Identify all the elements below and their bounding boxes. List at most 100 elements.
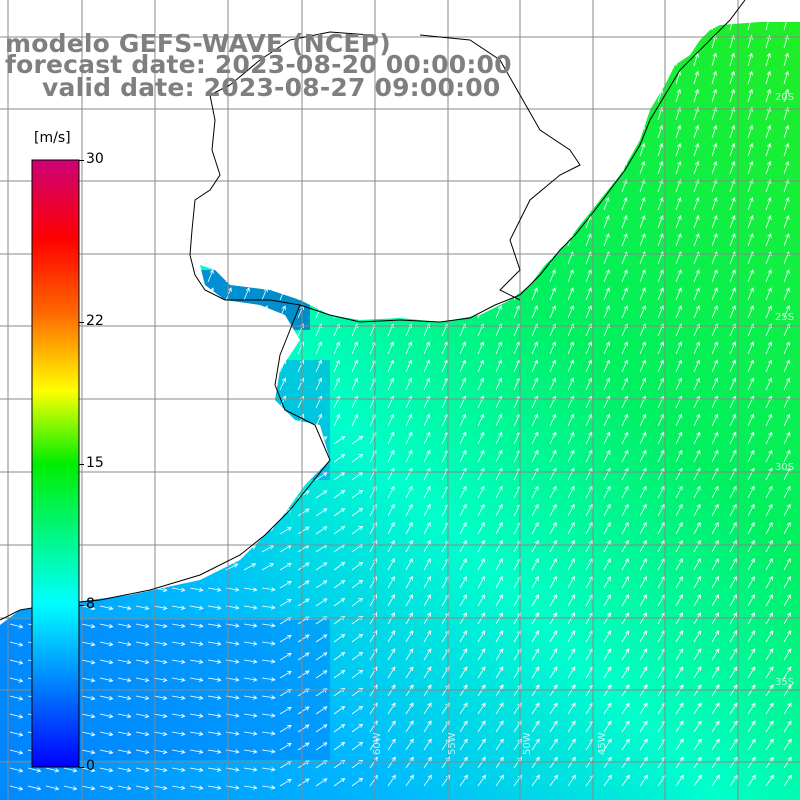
wind-arrow xyxy=(117,695,132,701)
wind-arrow xyxy=(333,526,346,535)
wind-arrow xyxy=(189,749,204,754)
wind-arrow xyxy=(765,52,771,67)
wind-arrow xyxy=(675,702,684,715)
wind-arrow xyxy=(243,587,258,592)
wind-arrow xyxy=(693,160,700,175)
wind-arrow xyxy=(279,706,292,715)
wind-arrow xyxy=(693,630,702,643)
wind-arrow xyxy=(477,702,486,715)
wind-arrow xyxy=(639,575,647,589)
title-model: modelo GEFS-WAVE (NCEP) xyxy=(5,29,391,58)
wind-arrow xyxy=(315,377,323,391)
wind-arrow xyxy=(207,785,222,790)
wind-arrow xyxy=(549,648,558,661)
wind-arrow xyxy=(693,485,701,499)
wind-arrow xyxy=(603,630,612,643)
wind-arrow xyxy=(81,731,96,737)
wind-arrow xyxy=(243,767,258,772)
wind-arrow xyxy=(351,777,364,787)
wind-arrow xyxy=(675,269,682,283)
wind-arrow xyxy=(675,160,682,175)
colorbar-unit: [m/s] xyxy=(34,130,71,146)
wind-arrow xyxy=(405,341,412,355)
wind-arrow xyxy=(585,449,593,463)
wind-arrow xyxy=(351,453,364,463)
wind-arrow xyxy=(423,702,432,715)
wind-arrow xyxy=(477,503,485,517)
wind-arrow xyxy=(135,659,150,665)
wind-arrow xyxy=(639,467,647,481)
wind-arrow xyxy=(243,605,258,610)
lat-labels: 20S 25S 30S 35S xyxy=(775,92,794,688)
wind-arrow xyxy=(459,449,467,463)
wind-arrow xyxy=(153,731,168,737)
wind-arrow xyxy=(585,503,593,517)
wind-arrow xyxy=(99,731,114,737)
wind-arrow xyxy=(621,359,629,373)
wind-arrow xyxy=(261,659,276,664)
wind-arrow xyxy=(747,720,756,733)
wind-arrow xyxy=(657,467,665,481)
wind-arrow xyxy=(711,142,718,157)
wind-arrow xyxy=(99,641,114,647)
wind-arrow xyxy=(531,521,539,535)
wind-arrow xyxy=(729,70,735,85)
wind-arrow xyxy=(765,305,772,319)
wind-arrow xyxy=(423,594,431,607)
wind-arrow xyxy=(261,785,276,790)
wind-arrow xyxy=(675,233,682,247)
wind-arrow xyxy=(459,521,467,535)
wind-arrow xyxy=(657,269,664,283)
wind-arrow xyxy=(117,605,132,611)
wind-arrow xyxy=(567,413,575,427)
wind-arrow xyxy=(459,377,467,391)
wind-arrow xyxy=(297,652,310,661)
wind-arrow xyxy=(297,562,310,571)
wind-arrow xyxy=(423,413,431,427)
wind-arrow xyxy=(621,179,628,193)
wind-arrow xyxy=(603,305,610,319)
wind-arrow xyxy=(729,431,737,445)
wind-arrow xyxy=(495,467,503,481)
wind-arrow xyxy=(765,666,774,679)
wind-arrow xyxy=(765,485,773,499)
wind-arrow xyxy=(477,377,485,391)
wind-arrow xyxy=(171,695,186,700)
wind-arrow xyxy=(783,738,792,751)
wind-arrow xyxy=(657,557,665,571)
wind-arrow xyxy=(765,503,773,517)
wind-arrow xyxy=(711,521,719,535)
wind-arrow xyxy=(153,749,168,755)
wind-arrow xyxy=(387,575,395,589)
wind-arrow xyxy=(549,431,557,445)
wind-arrow xyxy=(783,702,792,715)
wind-arrow xyxy=(603,269,610,283)
colorbar-gradient xyxy=(31,159,80,768)
wind-arrow xyxy=(99,623,114,629)
wind-arrow xyxy=(189,587,204,592)
wind-arrow xyxy=(783,485,791,499)
wind-arrow xyxy=(261,749,276,754)
wind-arrow xyxy=(135,731,150,737)
wind-arrow xyxy=(657,377,665,391)
wind-arrow xyxy=(333,454,346,463)
wind-arrow xyxy=(261,605,276,610)
wind-arrow xyxy=(153,767,168,773)
wind-arrow xyxy=(621,630,630,643)
wind-arrow xyxy=(297,724,310,733)
wind-arrow xyxy=(405,594,413,607)
wind-arrow xyxy=(657,305,664,319)
wind-arrow xyxy=(621,648,630,661)
wind-arrow xyxy=(189,605,204,610)
wind-arrow xyxy=(639,413,647,427)
wind-arrow xyxy=(675,449,683,463)
wind-arrow xyxy=(495,539,503,553)
wind-arrow xyxy=(243,287,250,301)
wind-arrow xyxy=(531,287,538,301)
wind-arrow xyxy=(549,269,556,283)
wind-arrow xyxy=(423,648,432,661)
wind-arrow xyxy=(729,756,738,769)
wind-arrow xyxy=(693,52,699,67)
wind-arrow xyxy=(603,539,611,553)
wind-arrow xyxy=(747,413,755,427)
